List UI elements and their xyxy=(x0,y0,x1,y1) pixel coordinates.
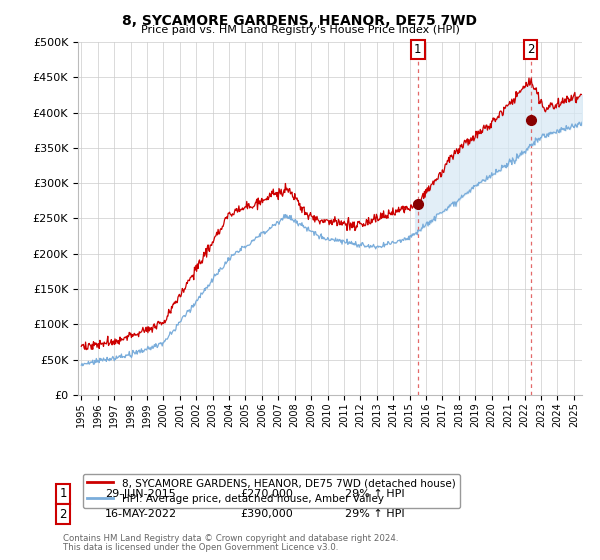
Text: 29% ↑ HPI: 29% ↑ HPI xyxy=(345,489,404,499)
Text: Contains HM Land Registry data © Crown copyright and database right 2024.: Contains HM Land Registry data © Crown c… xyxy=(63,534,398,543)
Text: 2: 2 xyxy=(59,507,67,521)
Text: 29-JUN-2015: 29-JUN-2015 xyxy=(105,489,176,499)
Text: This data is licensed under the Open Government Licence v3.0.: This data is licensed under the Open Gov… xyxy=(63,543,338,552)
Text: 8, SYCAMORE GARDENS, HEANOR, DE75 7WD: 8, SYCAMORE GARDENS, HEANOR, DE75 7WD xyxy=(122,14,478,28)
Text: 1: 1 xyxy=(414,43,422,55)
Text: 29% ↑ HPI: 29% ↑ HPI xyxy=(345,509,404,519)
Text: Price paid vs. HM Land Registry's House Price Index (HPI): Price paid vs. HM Land Registry's House … xyxy=(140,25,460,35)
Text: £270,000: £270,000 xyxy=(240,489,293,499)
Text: 1: 1 xyxy=(59,487,67,501)
Text: 2: 2 xyxy=(527,43,535,55)
Text: £390,000: £390,000 xyxy=(240,509,293,519)
Legend: 8, SYCAMORE GARDENS, HEANOR, DE75 7WD (detached house), HPI: Average price, deta: 8, SYCAMORE GARDENS, HEANOR, DE75 7WD (d… xyxy=(83,474,460,508)
Text: 16-MAY-2022: 16-MAY-2022 xyxy=(105,509,177,519)
